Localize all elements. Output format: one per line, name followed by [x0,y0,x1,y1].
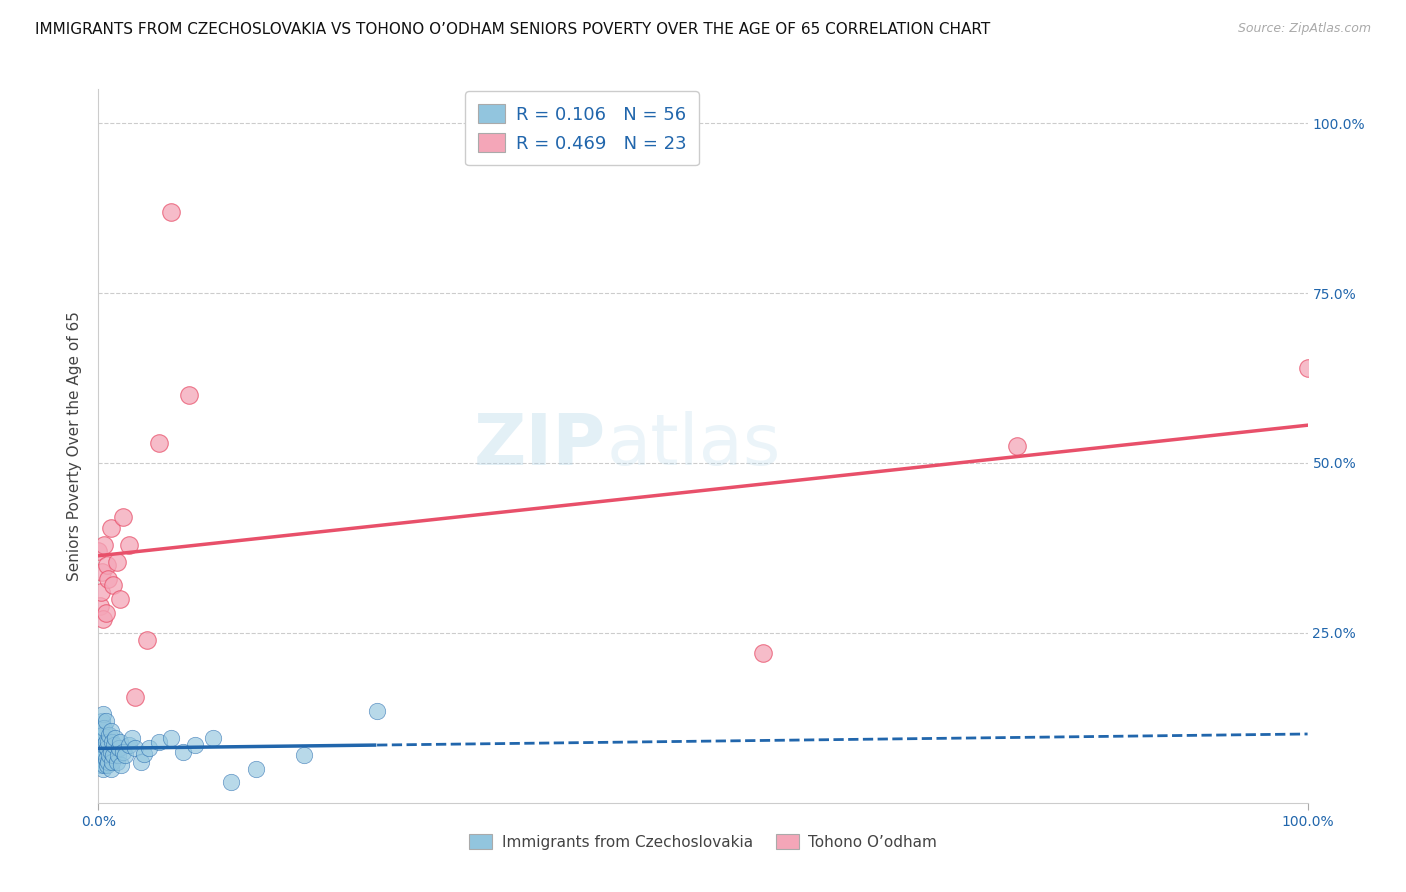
Point [124,741,146,756]
Point [89,731,111,746]
Point [91,714,114,729]
Point [90,758,112,772]
Point [101,748,124,763]
Point [93,721,115,735]
Point [91,612,114,626]
Point [90,585,112,599]
Point [100,762,122,776]
Point [148,435,170,450]
Point [91,728,114,742]
Point [97,734,120,748]
Point [90,741,112,756]
Point [107,748,129,763]
Point [148,734,170,748]
Point [94,734,117,748]
Point [104,731,127,746]
Point [111,510,134,524]
Point [91,745,114,759]
Point [108,591,131,606]
Point [93,537,115,551]
Point [98,748,121,763]
Point [90,721,112,735]
Point [89,599,111,613]
Point [89,741,111,756]
Point [91,762,114,776]
Legend: Immigrants from Czechoslovakia, Tohono O’odham: Immigrants from Czechoslovakia, Tohono O… [464,828,942,855]
Point [108,741,131,756]
Point [129,755,152,769]
Point [292,748,315,763]
Point [121,731,143,746]
Point [134,747,156,761]
Point [98,728,121,742]
Text: atlas: atlas [606,411,780,481]
Point [118,537,141,551]
Point [135,632,157,647]
Text: IMMIGRANTS FROM CZECHOSLOVAKIA VS TOHONO O’ODHAM SENIORS POVERTY OVER THE AGE OF: IMMIGRANTS FROM CZECHOSLOVAKIA VS TOHONO… [35,22,990,37]
Point [91,707,114,722]
Point [221,775,243,789]
Text: ZIP: ZIP [474,411,606,481]
Point [124,690,146,705]
Point [138,741,160,756]
Point [1296,360,1319,375]
Point [97,755,120,769]
Point [105,555,128,569]
Point [108,734,131,748]
Point [96,741,118,756]
Point [1007,439,1029,453]
Point [111,745,134,759]
Point [160,204,183,219]
Point [118,738,141,752]
Point [100,755,122,769]
Point [179,388,201,402]
Point [96,758,118,772]
Point [202,731,225,746]
Text: Source: ZipAtlas.com: Source: ZipAtlas.com [1237,22,1371,36]
Point [96,558,118,572]
Point [94,606,117,620]
Point [100,745,122,759]
Point [101,578,124,592]
Point [752,646,775,660]
Point [100,734,122,748]
Point [87,755,110,769]
Y-axis label: Seniors Poverty Over the Age of 65: Seniors Poverty Over the Age of 65 [67,311,83,581]
Point [160,731,183,746]
Point [114,748,136,763]
Point [91,728,114,742]
Point [105,755,128,769]
Point [94,714,117,729]
Point [87,544,110,558]
Point [184,738,207,752]
Point [94,751,117,765]
Point [103,738,125,752]
Point [110,758,132,772]
Point [93,758,115,772]
Point [91,751,114,765]
Point [100,520,122,534]
Point [91,734,114,748]
Point [366,704,388,718]
Point [97,572,120,586]
Point [100,724,122,739]
Point [93,738,115,752]
Point [91,565,114,579]
Point [172,745,194,759]
Point [245,762,267,776]
